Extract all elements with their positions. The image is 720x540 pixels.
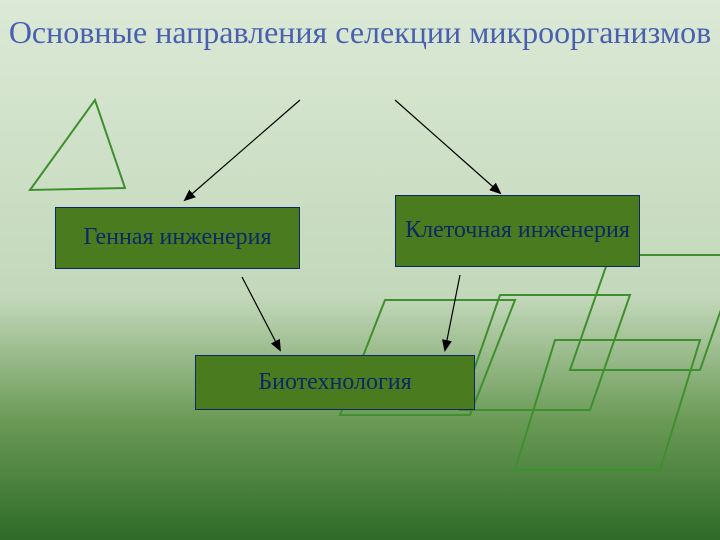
node-label: Генная инженерия [83,224,271,252]
node-cell-engineering: Клеточная инженерия [395,195,640,267]
node-biotechnology: Биотехнология [195,355,475,410]
node-genetic-engineering: Генная инженерия [55,207,300,269]
slide-title: Основные направления селекции микроорган… [0,14,720,51]
node-label: Клеточная инженерия [405,217,630,245]
background-layer [0,0,720,540]
node-label: Биотехнология [258,369,411,397]
arrow-layer [0,0,720,540]
slide-root: Основные направления селекции микроорган… [0,0,720,540]
decor-shapes [30,100,720,470]
